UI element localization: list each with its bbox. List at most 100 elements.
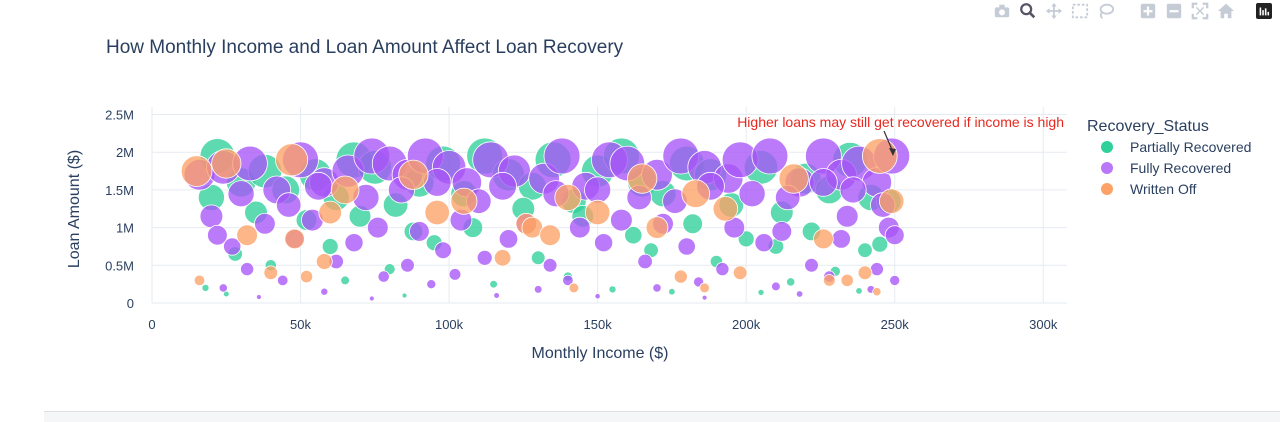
legend-item-fully-recovered[interactable]: Fully Recovered bbox=[1101, 160, 1231, 176]
point-fully-recovered[interactable] bbox=[804, 257, 819, 273]
point-written-off[interactable] bbox=[424, 199, 450, 226]
point-written-off[interactable] bbox=[645, 216, 669, 239]
point-fully-recovered[interactable] bbox=[344, 233, 364, 253]
point-fully-recovered[interactable] bbox=[751, 137, 789, 175]
point-written-off[interactable] bbox=[211, 148, 242, 179]
point-fully-recovered[interactable] bbox=[533, 285, 543, 294]
point-fully-recovered[interactable] bbox=[701, 294, 708, 301]
point-fully-recovered[interactable] bbox=[227, 180, 255, 208]
point-fully-recovered[interactable] bbox=[368, 295, 375, 302]
point-written-off[interactable] bbox=[681, 179, 710, 209]
point-fully-recovered[interactable] bbox=[809, 168, 838, 197]
point-written-off[interactable] bbox=[554, 183, 582, 211]
zoom-out-icon[interactable] bbox=[1164, 2, 1184, 20]
point-written-off[interactable] bbox=[450, 187, 478, 215]
point-fully-recovered[interactable] bbox=[277, 274, 289, 287]
point-written-off[interactable] bbox=[857, 265, 873, 281]
point-fully-recovered[interactable] bbox=[434, 241, 452, 260]
point-fully-recovered[interactable] bbox=[377, 270, 390, 283]
point-fully-recovered[interactable] bbox=[771, 221, 793, 242]
point-fully-recovered[interactable] bbox=[493, 292, 500, 299]
point-written-off[interactable] bbox=[872, 287, 882, 297]
point-written-off[interactable] bbox=[712, 196, 739, 222]
point-fully-recovered[interactable] bbox=[400, 257, 415, 273]
point-fully-recovered[interactable] bbox=[409, 221, 430, 242]
point-partially-recovered[interactable] bbox=[757, 288, 765, 296]
point-written-off[interactable] bbox=[275, 143, 309, 177]
point-fully-recovered[interactable] bbox=[584, 176, 612, 204]
point-fully-recovered[interactable] bbox=[498, 229, 519, 249]
point-fully-recovered[interactable] bbox=[610, 208, 633, 232]
point-written-off[interactable] bbox=[539, 224, 561, 247]
point-fully-recovered[interactable] bbox=[366, 216, 389, 239]
legend-item-partially-recovered[interactable]: Partially Recovered bbox=[1101, 139, 1251, 155]
point-partially-recovered[interactable] bbox=[530, 250, 546, 266]
point-written-off[interactable] bbox=[318, 200, 343, 225]
point-partially-recovered[interactable] bbox=[340, 275, 350, 286]
point-partially-recovered[interactable] bbox=[857, 242, 873, 258]
autoscale-icon[interactable] bbox=[1190, 2, 1210, 20]
point-fully-recovered[interactable] bbox=[594, 233, 614, 253]
point-written-off[interactable] bbox=[193, 274, 206, 287]
lasso-select-icon[interactable] bbox=[1096, 2, 1116, 20]
point-fully-recovered[interactable] bbox=[207, 224, 228, 246]
point-fully-recovered[interactable] bbox=[218, 283, 228, 293]
point-written-off[interactable] bbox=[879, 188, 905, 214]
point-written-off[interactable] bbox=[627, 163, 658, 194]
point-written-off[interactable] bbox=[180, 155, 213, 187]
point-fully-recovered[interactable] bbox=[568, 216, 591, 239]
point-fully-recovered[interactable] bbox=[754, 233, 774, 253]
point-fully-recovered[interactable] bbox=[839, 176, 867, 204]
point-partially-recovered[interactable] bbox=[871, 235, 889, 253]
point-partially-recovered[interactable] bbox=[608, 285, 617, 294]
point-written-off[interactable] bbox=[822, 274, 836, 287]
point-fully-recovered[interactable] bbox=[889, 274, 901, 286]
point-fully-recovered[interactable] bbox=[771, 281, 781, 292]
point-fully-recovered[interactable] bbox=[255, 294, 262, 300]
zoom-icon[interactable] bbox=[1018, 2, 1038, 20]
point-fully-recovered[interactable] bbox=[542, 257, 558, 273]
point-partially-recovered[interactable] bbox=[201, 283, 210, 292]
point-written-off[interactable] bbox=[263, 265, 279, 281]
point-fully-recovered[interactable] bbox=[304, 171, 333, 201]
point-fully-recovered[interactable] bbox=[199, 204, 224, 229]
point-written-off[interactable] bbox=[330, 175, 360, 205]
point-partially-recovered[interactable] bbox=[668, 288, 676, 296]
point-written-off[interactable] bbox=[284, 228, 305, 250]
point-fully-recovered[interactable] bbox=[240, 262, 255, 277]
point-fully-recovered[interactable] bbox=[637, 253, 653, 270]
camera-icon[interactable] bbox=[992, 2, 1012, 20]
point-written-off[interactable] bbox=[398, 159, 429, 190]
point-fully-recovered[interactable] bbox=[738, 180, 766, 208]
point-fully-recovered[interactable] bbox=[276, 192, 302, 218]
point-partially-recovered[interactable] bbox=[682, 213, 703, 235]
point-partially-recovered[interactable] bbox=[401, 292, 408, 299]
point-partially-recovered[interactable] bbox=[855, 287, 863, 295]
point-fully-recovered[interactable] bbox=[543, 137, 581, 175]
point-partially-recovered[interactable] bbox=[321, 238, 339, 255]
point-written-off[interactable] bbox=[299, 269, 314, 284]
data-points[interactable] bbox=[180, 137, 911, 302]
point-partially-recovered[interactable] bbox=[786, 277, 796, 287]
point-written-off[interactable] bbox=[778, 163, 809, 194]
point-fully-recovered[interactable] bbox=[869, 262, 884, 277]
point-written-off[interactable] bbox=[236, 224, 258, 247]
point-fully-recovered[interactable] bbox=[677, 237, 696, 256]
point-written-off[interactable] bbox=[732, 265, 748, 281]
point-written-off[interactable] bbox=[584, 199, 611, 226]
point-written-off[interactable] bbox=[315, 253, 333, 270]
point-fully-recovered[interactable] bbox=[835, 205, 859, 228]
point-fully-recovered[interactable] bbox=[320, 287, 329, 296]
point-fully-recovered[interactable] bbox=[562, 274, 574, 287]
point-partially-recovered[interactable] bbox=[489, 279, 498, 289]
point-fully-recovered[interactable] bbox=[715, 262, 730, 277]
legend-item-written-off[interactable]: Written Off bbox=[1101, 181, 1197, 197]
point-partially-recovered[interactable] bbox=[624, 226, 643, 245]
point-fully-recovered[interactable] bbox=[448, 268, 462, 281]
point-fully-recovered[interactable] bbox=[254, 213, 276, 235]
point-fully-recovered[interactable] bbox=[223, 237, 242, 256]
point-written-off[interactable] bbox=[813, 228, 834, 250]
zoom-in-icon[interactable] bbox=[1138, 2, 1158, 20]
point-fully-recovered[interactable] bbox=[426, 279, 437, 290]
point-written-off[interactable] bbox=[699, 282, 710, 294]
